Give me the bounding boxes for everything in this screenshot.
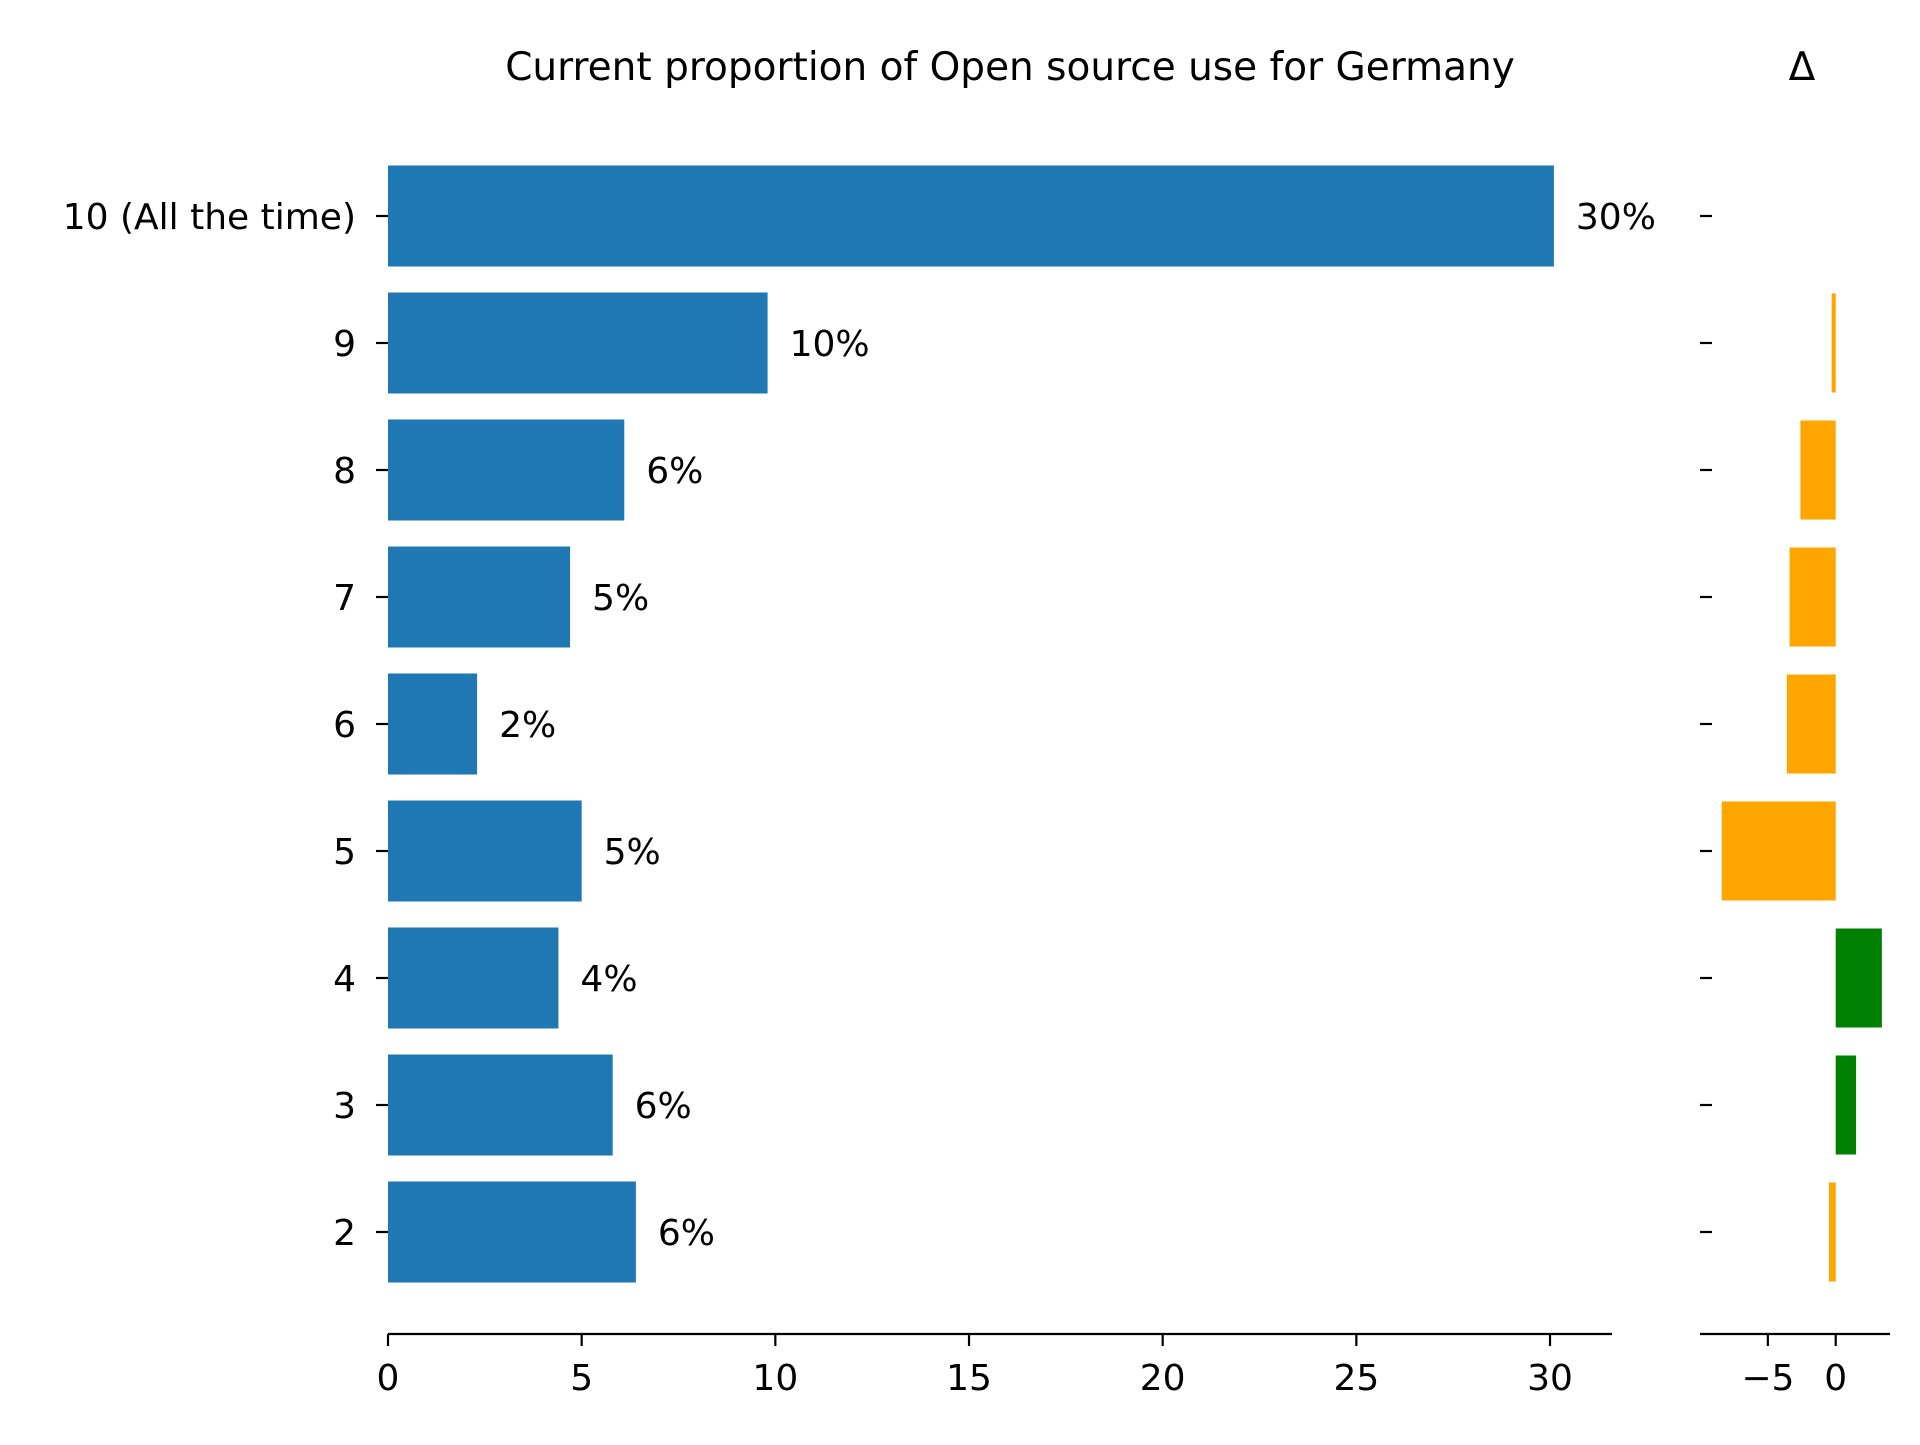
bar: [388, 165, 1554, 267]
category-label: 5: [333, 832, 356, 873]
delta-bar: [1828, 1182, 1836, 1282]
bar: [388, 1054, 613, 1156]
x-tick-label: 5: [570, 1358, 593, 1399]
delta-bar: [1835, 1055, 1857, 1155]
bar: [388, 292, 768, 394]
bar: [388, 673, 478, 775]
delta-bar: [1800, 420, 1836, 520]
delta-bar: [1831, 293, 1836, 393]
main-bar-panel: 10 (All the time) 30% 9 10% 8 6% 7 5% 6 2% 5 5% 4 4% 3…: [63, 165, 1656, 1399]
x-tick-label: 0: [377, 1358, 400, 1399]
delta-bar: [1786, 674, 1836, 774]
category-label: 7: [333, 578, 356, 619]
chart-title: Current proportion of Open source use fo…: [505, 45, 1515, 90]
bar: [388, 1181, 636, 1283]
data-label: 30%: [1576, 197, 1656, 238]
data-label: 2%: [499, 705, 556, 746]
category-label: 4: [333, 959, 356, 1000]
x-tick-label: 30: [1527, 1358, 1573, 1399]
delta-x-tick-label: −5: [1741, 1358, 1794, 1399]
x-tick-label: 10: [752, 1358, 798, 1399]
delta-x-tick-label: 0: [1824, 1358, 1847, 1399]
data-label: 5%: [592, 578, 649, 619]
data-label: 6%: [658, 1213, 715, 1254]
x-tick-label: 15: [946, 1358, 992, 1399]
delta-bar-panel: −5 0: [1700, 214, 1890, 1399]
delta-bar: [1721, 801, 1836, 901]
data-label: 6%: [646, 451, 703, 492]
bar: [388, 800, 582, 902]
bar: [388, 419, 625, 521]
data-label: 6%: [635, 1086, 692, 1127]
category-label: 2: [333, 1213, 356, 1254]
delta-panel-title: Δ: [1789, 45, 1816, 90]
category-label: 3: [333, 1086, 356, 1127]
bar: [388, 546, 571, 648]
x-tick-label: 20: [1140, 1358, 1186, 1399]
category-label: 6: [333, 705, 356, 746]
data-label: 10%: [790, 324, 870, 365]
category-label: 8: [333, 451, 356, 492]
category-label: 9: [333, 324, 356, 365]
data-label: 4%: [580, 959, 637, 1000]
delta-bar: [1835, 928, 1882, 1028]
data-label: 5%: [604, 832, 661, 873]
x-tick-label: 25: [1333, 1358, 1379, 1399]
bar: [388, 927, 559, 1029]
category-label: 10 (All the time): [63, 197, 356, 238]
delta-bar: [1789, 547, 1836, 647]
